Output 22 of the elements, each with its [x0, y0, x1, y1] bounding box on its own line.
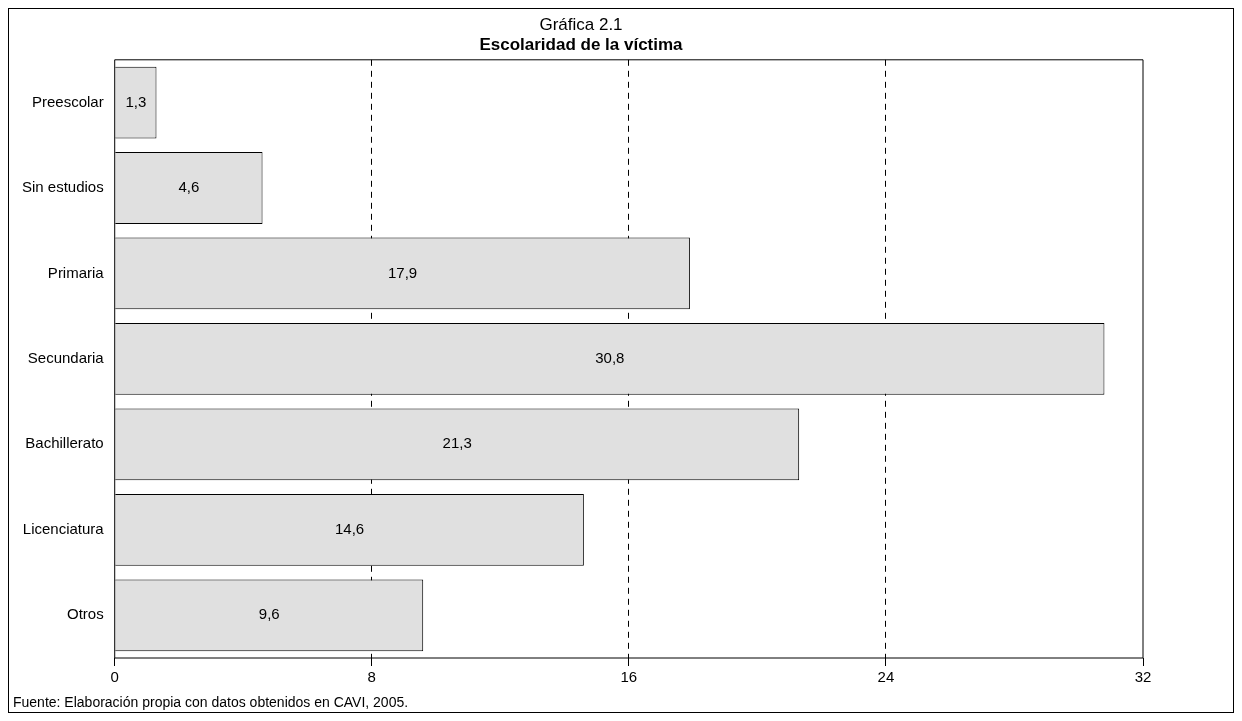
y-tick-label: Bachillerato [25, 434, 104, 452]
x-tick-label: 24 [877, 668, 895, 686]
y-tick-label: Licenciatura [22, 519, 105, 537]
x-tick-label: 32 [1134, 668, 1152, 686]
y-tick-label: Secundaria [27, 349, 105, 367]
chart-title: Gráfica 2.1 [539, 14, 623, 34]
x-tick-label: 8 [367, 668, 376, 686]
chart-subtitle: Escolaridad de la víctima [479, 35, 684, 55]
y-tick-label: Primaria [47, 263, 105, 281]
data-label: 21,3 [442, 434, 472, 452]
source-note: Fuente: Elaboración propia con datos obtenidos en CAVI, 2005. [13, 694, 409, 710]
y-tick-label: Preescolar [32, 92, 104, 110]
y-tick-label: Otros [67, 605, 104, 623]
data-label: 14,6 [334, 519, 365, 537]
y-tick-label: Sin estudios [22, 178, 104, 196]
x-tick-label: 0 [110, 668, 119, 686]
data-label: 4,6 [178, 178, 200, 196]
data-label: 9,6 [258, 605, 280, 623]
data-label: 30,8 [595, 349, 625, 367]
x-tick-label: 16 [620, 668, 638, 686]
data-label: 1,3 [125, 92, 147, 110]
data-label: 17,9 [387, 263, 418, 281]
